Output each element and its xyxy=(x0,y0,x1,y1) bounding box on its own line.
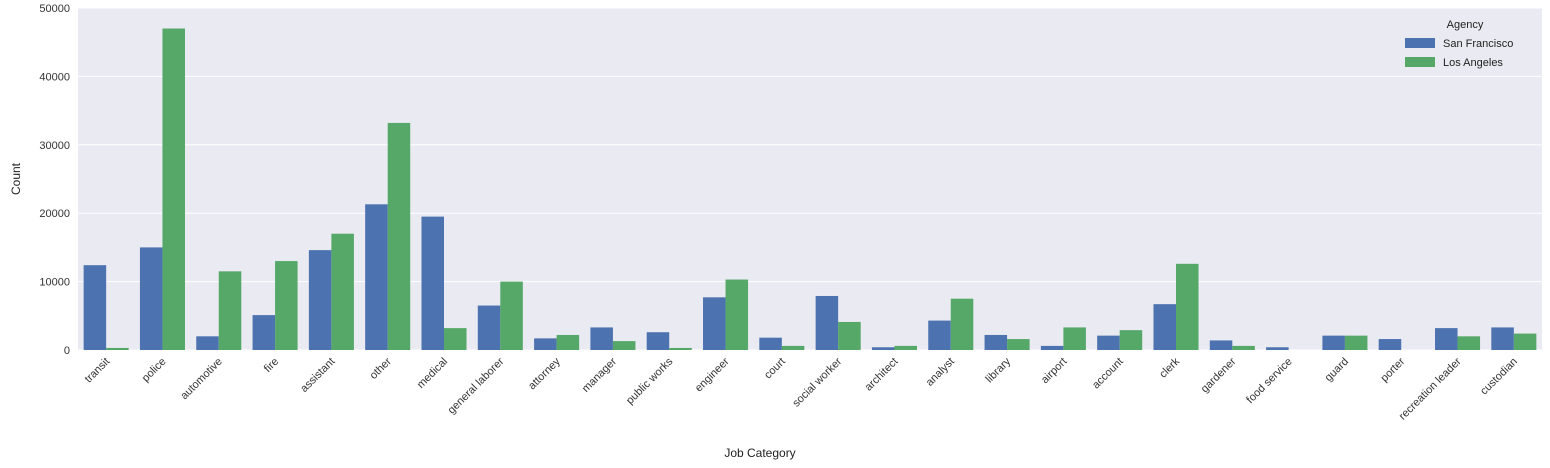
bar xyxy=(1153,304,1176,350)
y-tick-label: 10000 xyxy=(39,277,70,289)
x-tick-label: transit xyxy=(83,356,113,386)
x-tick-label: food service xyxy=(1244,356,1294,406)
bar xyxy=(612,341,636,350)
bar xyxy=(331,233,354,350)
bar xyxy=(1209,340,1233,350)
x-tick-label: attorney xyxy=(526,355,563,392)
bar xyxy=(1007,339,1030,350)
x-tick-label: library xyxy=(984,355,1014,385)
bar xyxy=(500,281,523,350)
bar xyxy=(1040,345,1064,350)
x-tick-label: custodian xyxy=(1478,356,1520,398)
bar xyxy=(703,297,726,350)
bar xyxy=(669,347,692,350)
bar xyxy=(83,265,107,350)
bar xyxy=(308,250,332,350)
bar xyxy=(759,337,782,350)
bar xyxy=(477,305,501,350)
legend-swatch xyxy=(1405,57,1435,67)
y-tick-label: 30000 xyxy=(39,140,70,152)
bar xyxy=(1232,345,1255,350)
x-tick-label: general laborer xyxy=(446,355,507,416)
bar xyxy=(196,336,219,350)
x-tick-label: police xyxy=(140,356,169,385)
x-tick-label: automotive xyxy=(178,356,225,403)
bar xyxy=(1344,335,1368,350)
x-tick-label: analyst xyxy=(924,356,957,389)
bar xyxy=(1063,327,1086,350)
bar xyxy=(365,204,388,350)
y-tick-label: 20000 xyxy=(39,208,70,220)
bar xyxy=(725,279,749,350)
x-tick-label: social worker xyxy=(790,355,844,409)
bar xyxy=(894,345,917,350)
bar xyxy=(1457,336,1481,350)
bar xyxy=(1378,339,1402,350)
bar xyxy=(1266,347,1289,350)
x-tick-label: porter xyxy=(1379,355,1408,384)
bar xyxy=(1176,263,1199,350)
bar xyxy=(1097,335,1120,350)
bar xyxy=(984,334,1008,350)
x-tick-label: fire xyxy=(262,356,281,375)
bar xyxy=(444,328,467,350)
bar xyxy=(871,347,895,350)
x-axis-title: Job Category xyxy=(724,446,795,460)
bar xyxy=(106,347,129,350)
x-tick-label: guard xyxy=(1323,356,1351,384)
bar xyxy=(1435,328,1458,350)
x-tick-label: gardener xyxy=(1199,355,1239,395)
y-tick-label: 0 xyxy=(64,345,70,357)
legend-swatch xyxy=(1405,38,1435,48)
bar xyxy=(1513,333,1537,350)
bar xyxy=(252,315,276,350)
bar xyxy=(162,28,185,351)
bar xyxy=(421,216,444,350)
bar xyxy=(534,338,557,350)
bar xyxy=(646,332,670,350)
bar xyxy=(838,321,861,350)
x-tick-label: manager xyxy=(580,355,619,394)
bar xyxy=(556,334,580,350)
x-tick-label: clerk xyxy=(1157,355,1182,380)
x-tick-label: architect xyxy=(863,356,901,394)
x-tick-label: recreation leader xyxy=(1397,355,1464,422)
legend-title: Agency xyxy=(1447,19,1484,31)
y-tick-label: 50000 xyxy=(39,3,70,15)
bar xyxy=(1119,330,1143,350)
bar xyxy=(928,320,951,350)
bar xyxy=(950,298,974,350)
bar xyxy=(1322,335,1345,350)
bar xyxy=(590,327,613,350)
bar xyxy=(139,247,163,350)
legend-label: San Francisco xyxy=(1443,38,1513,50)
x-tick-label: account xyxy=(1090,356,1126,392)
y-axis-title: Count xyxy=(9,162,23,195)
bar xyxy=(275,261,298,350)
legend-label: Los Angeles xyxy=(1443,57,1503,69)
x-tick-label: court xyxy=(762,356,788,382)
bar xyxy=(781,345,805,350)
x-tick-label: other xyxy=(368,355,394,381)
x-tick-label: assistant xyxy=(298,356,337,395)
bar xyxy=(1491,327,1514,350)
bar xyxy=(815,295,839,350)
y-tick-label: 40000 xyxy=(39,71,70,83)
x-tick-label: engineer xyxy=(693,355,732,394)
x-tick-label: airport xyxy=(1039,356,1070,387)
x-tick-label: medical xyxy=(415,356,450,391)
bar xyxy=(218,271,242,350)
x-tick-label: public works xyxy=(624,355,676,407)
bar xyxy=(387,122,411,350)
